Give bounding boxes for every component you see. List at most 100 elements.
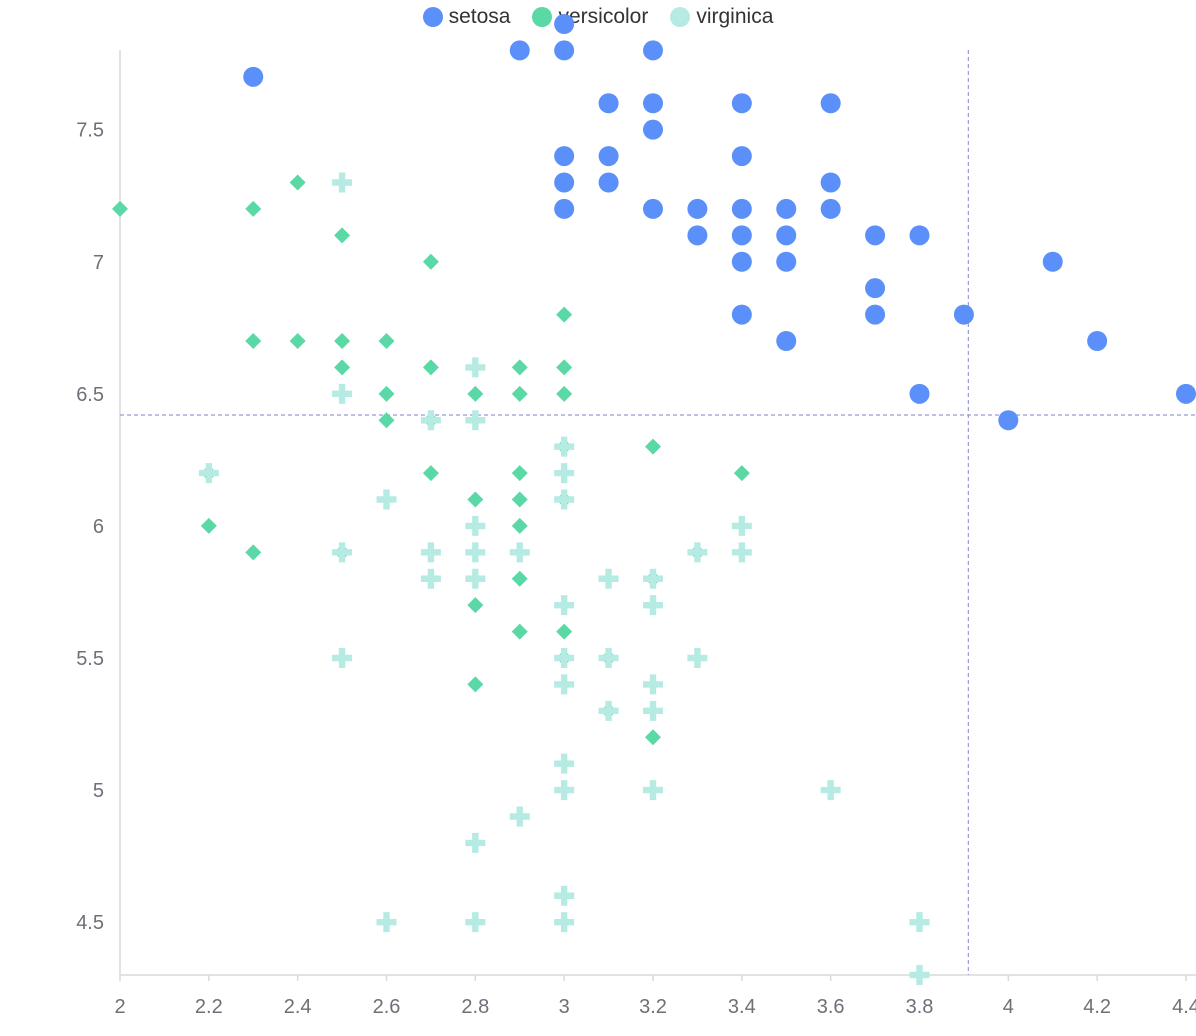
data-point-versicolor[interactable] — [378, 385, 395, 402]
data-point-setosa[interactable] — [598, 172, 619, 193]
data-point-setosa[interactable] — [776, 251, 797, 272]
data-point-virginica[interactable] — [509, 806, 530, 827]
data-point-virginica[interactable] — [598, 700, 619, 721]
data-point-setosa[interactable] — [953, 304, 974, 325]
data-point-virginica[interactable] — [554, 489, 575, 510]
data-point-setosa[interactable] — [1176, 383, 1196, 404]
data-point-setosa[interactable] — [554, 14, 575, 34]
data-point-setosa[interactable] — [1087, 331, 1108, 351]
data-point-setosa[interactable] — [509, 40, 530, 61]
data-point-versicolor[interactable] — [556, 359, 573, 376]
data-point-setosa[interactable] — [687, 198, 708, 219]
data-point-virginica[interactable] — [643, 674, 663, 695]
data-point-versicolor[interactable] — [511, 623, 528, 640]
data-point-versicolor[interactable] — [511, 517, 528, 534]
data-point-virginica[interactable] — [420, 410, 441, 431]
data-point-virginica[interactable] — [731, 515, 752, 536]
data-point-setosa[interactable] — [731, 146, 752, 167]
data-point-setosa[interactable] — [776, 198, 797, 219]
data-point-virginica[interactable] — [465, 357, 486, 378]
data-point-versicolor[interactable] — [733, 465, 750, 482]
data-point-setosa[interactable] — [731, 93, 752, 114]
data-point-versicolor[interactable] — [467, 385, 484, 402]
data-point-virginica[interactable] — [731, 542, 752, 563]
data-point-setosa[interactable] — [865, 225, 886, 246]
data-point-virginica[interactable] — [198, 463, 219, 484]
data-point-virginica[interactable] — [420, 568, 441, 589]
data-point-versicolor[interactable] — [112, 200, 128, 217]
data-point-setosa[interactable] — [731, 198, 752, 219]
data-point-versicolor[interactable] — [645, 729, 661, 746]
data-point-versicolor[interactable] — [289, 174, 306, 191]
data-point-versicolor[interactable] — [467, 597, 484, 614]
data-point-setosa[interactable] — [865, 278, 886, 299]
legend-item-virginica[interactable]: virginica — [670, 5, 773, 29]
data-point-setosa[interactable] — [998, 410, 1019, 431]
data-point-virginica[interactable] — [554, 753, 575, 774]
data-point-versicolor[interactable] — [245, 544, 262, 561]
data-point-setosa[interactable] — [820, 198, 841, 219]
data-point-virginica[interactable] — [643, 780, 663, 801]
data-point-versicolor[interactable] — [556, 623, 573, 640]
data-point-virginica[interactable] — [465, 410, 486, 431]
data-point-setosa[interactable] — [731, 225, 752, 246]
data-point-versicolor[interactable] — [511, 491, 528, 508]
data-point-virginica[interactable] — [554, 885, 575, 906]
data-point-virginica[interactable] — [687, 648, 708, 668]
data-point-versicolor[interactable] — [245, 333, 262, 349]
data-point-versicolor[interactable] — [556, 385, 573, 402]
legend-item-versicolor[interactable]: versicolor — [532, 5, 648, 29]
data-point-virginica[interactable] — [465, 542, 486, 563]
data-point-versicolor[interactable] — [511, 465, 528, 482]
data-point-setosa[interactable] — [598, 93, 619, 114]
data-point-setosa[interactable] — [643, 40, 663, 61]
data-point-versicolor[interactable] — [422, 253, 439, 270]
data-point-setosa[interactable] — [776, 225, 797, 246]
data-point-virginica[interactable] — [332, 648, 353, 668]
data-point-versicolor[interactable] — [334, 359, 351, 376]
data-point-virginica[interactable] — [643, 568, 663, 589]
data-point-virginica[interactable] — [909, 912, 930, 933]
data-point-versicolor[interactable] — [511, 385, 528, 402]
data-point-virginica[interactable] — [465, 912, 486, 933]
data-point-setosa[interactable] — [687, 225, 708, 246]
data-point-versicolor[interactable] — [467, 676, 484, 693]
data-point-virginica[interactable] — [643, 595, 663, 616]
data-point-virginica[interactable] — [554, 648, 575, 668]
data-point-virginica[interactable] — [598, 568, 619, 589]
data-point-virginica[interactable] — [376, 912, 397, 933]
data-point-virginica[interactable] — [332, 383, 353, 404]
data-point-setosa[interactable] — [598, 146, 619, 167]
data-point-virginica[interactable] — [420, 542, 441, 563]
data-point-setosa[interactable] — [554, 198, 575, 219]
data-point-virginica[interactable] — [643, 700, 663, 721]
data-point-virginica[interactable] — [465, 568, 486, 589]
data-point-setosa[interactable] — [554, 40, 575, 61]
data-point-virginica[interactable] — [509, 542, 530, 563]
data-point-setosa[interactable] — [554, 146, 575, 167]
data-point-virginica[interactable] — [332, 542, 353, 563]
data-point-virginica[interactable] — [598, 648, 619, 668]
data-point-setosa[interactable] — [243, 66, 264, 87]
data-point-virginica[interactable] — [554, 463, 575, 484]
data-point-setosa[interactable] — [820, 93, 841, 114]
data-point-versicolor[interactable] — [556, 306, 573, 323]
data-point-setosa[interactable] — [776, 331, 797, 351]
data-point-virginica[interactable] — [554, 780, 575, 801]
data-point-versicolor[interactable] — [334, 227, 351, 244]
data-point-versicolor[interactable] — [467, 491, 484, 508]
data-point-setosa[interactable] — [731, 304, 752, 325]
data-point-setosa[interactable] — [643, 119, 663, 140]
data-point-virginica[interactable] — [909, 965, 930, 985]
data-point-virginica[interactable] — [332, 172, 353, 193]
data-point-versicolor[interactable] — [422, 465, 439, 482]
data-point-virginica[interactable] — [376, 489, 397, 510]
data-point-setosa[interactable] — [865, 304, 886, 325]
data-point-setosa[interactable] — [1042, 251, 1063, 272]
data-point-versicolor[interactable] — [511, 570, 528, 587]
data-point-virginica[interactable] — [820, 780, 841, 801]
data-point-versicolor[interactable] — [245, 200, 262, 217]
data-point-setosa[interactable] — [820, 172, 841, 193]
data-point-setosa[interactable] — [554, 172, 575, 193]
data-point-versicolor[interactable] — [289, 333, 306, 349]
